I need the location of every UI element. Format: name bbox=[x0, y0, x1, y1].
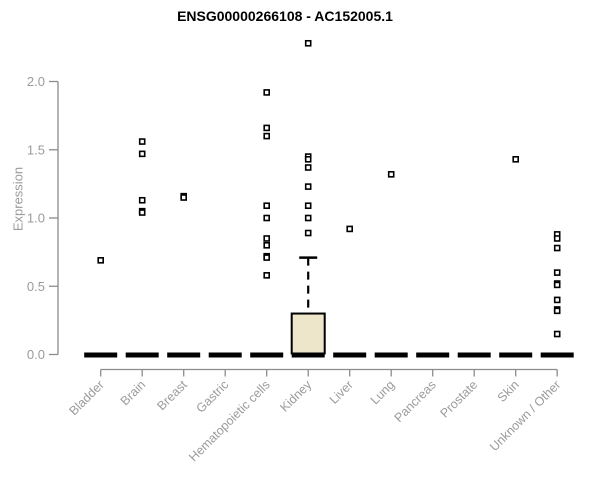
chart-title: ENSG00000266108 - AC152005.1 bbox=[177, 8, 393, 24]
outlier-point bbox=[138, 138, 146, 145]
x-tick-label: Gastric bbox=[193, 378, 231, 416]
x-tick-label: Liver bbox=[327, 378, 356, 407]
outlier-point bbox=[138, 196, 146, 204]
outlier-point bbox=[553, 296, 561, 304]
median-bar bbox=[374, 352, 408, 358]
median-bar bbox=[540, 352, 574, 358]
outlier-point bbox=[304, 202, 312, 210]
x-tick-label: Breast bbox=[154, 377, 190, 413]
median-bar bbox=[84, 352, 118, 358]
outlier-point bbox=[304, 156, 312, 163]
outlier-point bbox=[553, 244, 561, 252]
x-tick-label: Kidney bbox=[277, 377, 314, 414]
outlier-point bbox=[263, 235, 271, 242]
median-bar bbox=[167, 352, 201, 358]
outlier-point bbox=[553, 281, 561, 289]
x-tick-label: Lung bbox=[368, 378, 398, 408]
outlier-point bbox=[263, 214, 271, 222]
outlier-point bbox=[553, 307, 561, 315]
y-tick-label: 2.0 bbox=[27, 74, 45, 89]
y-tick-label: 0.5 bbox=[27, 279, 45, 294]
median-bar bbox=[125, 352, 159, 358]
box bbox=[290, 312, 326, 355]
outlier-point bbox=[263, 89, 271, 96]
x-tick-label: Bladder bbox=[66, 378, 106, 418]
median-bar bbox=[333, 352, 367, 358]
x-tick-label: Skin bbox=[495, 378, 522, 405]
outlier-point bbox=[304, 183, 312, 190]
outlier-point bbox=[263, 254, 271, 261]
median-bar bbox=[250, 352, 284, 358]
outlier-point bbox=[304, 164, 312, 171]
outlier-point bbox=[263, 242, 271, 249]
outlier-point bbox=[138, 209, 146, 216]
median-bar bbox=[416, 352, 450, 358]
x-tick-label: Unknown / Other bbox=[487, 378, 563, 454]
outlier-point bbox=[263, 272, 271, 279]
outlier-point bbox=[553, 269, 561, 276]
outlier-point bbox=[512, 156, 520, 163]
outlier-point bbox=[346, 225, 354, 233]
y-tick-label: 1.5 bbox=[27, 142, 45, 157]
outlier-point bbox=[553, 330, 561, 338]
median-bar bbox=[457, 352, 491, 358]
outlier-point bbox=[387, 171, 395, 178]
x-tick-label: Prostate bbox=[437, 378, 480, 421]
y-tick-label: 1.0 bbox=[27, 211, 45, 226]
median-bar bbox=[291, 352, 325, 358]
outlier-point bbox=[263, 202, 271, 210]
outlier-point bbox=[263, 124, 271, 132]
outlier-point bbox=[304, 39, 312, 47]
x-tick-label: Pancreas bbox=[392, 378, 439, 425]
median-bar bbox=[499, 352, 533, 358]
y-tick-label: 0.0 bbox=[27, 347, 45, 362]
outlier-point bbox=[304, 229, 312, 237]
outlier-point bbox=[97, 257, 104, 264]
outlier-point bbox=[138, 150, 146, 158]
outlier-point bbox=[263, 132, 271, 140]
x-tick-label: Hematopoietic cells bbox=[186, 378, 273, 465]
outlier-point bbox=[180, 194, 187, 201]
outlier-point bbox=[553, 235, 561, 242]
median-bar bbox=[208, 352, 242, 358]
outlier-point bbox=[304, 214, 312, 222]
x-tick-label: Brain bbox=[118, 378, 149, 409]
